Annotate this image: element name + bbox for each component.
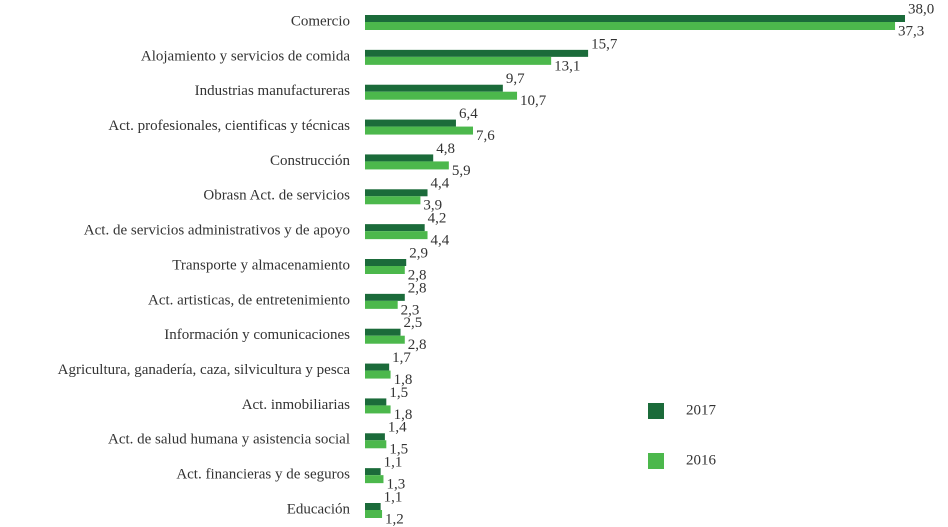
value-label: 2,8 xyxy=(408,267,427,283)
bar xyxy=(365,440,387,449)
bar xyxy=(365,328,401,336)
bar xyxy=(365,22,896,30)
legend-swatch xyxy=(648,453,664,469)
bar xyxy=(365,503,381,510)
value-label: 2,5 xyxy=(404,315,423,331)
category-label: Act. de salud humana y asistencia social xyxy=(108,432,350,448)
category-label: Comercio xyxy=(291,13,350,29)
value-label: 4,8 xyxy=(436,141,455,157)
bar xyxy=(365,119,456,127)
value-label: 15,7 xyxy=(591,36,618,52)
value-label: 5,9 xyxy=(452,163,471,179)
category-label: Obrasn Act. de servicios xyxy=(203,188,350,204)
legend-swatch xyxy=(648,403,664,419)
value-label: 6,4 xyxy=(459,106,478,122)
value-label: 10,7 xyxy=(520,93,547,109)
value-label: 38,0 xyxy=(908,1,934,17)
value-label: 1,3 xyxy=(386,477,405,493)
value-label: 1,2 xyxy=(385,511,404,527)
bar xyxy=(365,49,589,57)
value-label: 4,4 xyxy=(431,176,450,192)
bar xyxy=(365,56,552,65)
bar xyxy=(365,510,383,518)
value-label: 37,3 xyxy=(898,23,924,39)
bar xyxy=(365,266,405,274)
value-label: 4,2 xyxy=(428,211,447,227)
bar xyxy=(365,475,384,484)
category-label: Act. de servicios administrativos y de a… xyxy=(84,223,350,239)
value-label: 1,5 xyxy=(389,442,408,458)
bar xyxy=(365,468,381,476)
bar xyxy=(365,335,405,344)
bar xyxy=(365,91,518,100)
value-label: 2,9 xyxy=(409,245,428,261)
category-label: Agricultura, ganadería, caza, silvicultu… xyxy=(58,362,351,378)
value-label: 1,1 xyxy=(384,489,403,505)
value-label: 1,8 xyxy=(394,407,413,423)
value-label: 1,8 xyxy=(394,372,413,388)
value-label: 2,8 xyxy=(408,337,427,353)
bar xyxy=(365,363,390,371)
category-label: Act. artisticas, de entretenimiento xyxy=(148,292,350,308)
bar xyxy=(365,433,385,441)
value-label: 1,5 xyxy=(389,385,408,401)
category-label: Alojamiento y servicios de comida xyxy=(141,48,350,64)
category-label: Act. inmobiliarias xyxy=(242,397,350,413)
category-label: Construcción xyxy=(270,153,350,169)
bar xyxy=(365,126,473,135)
bar xyxy=(365,293,405,301)
bar xyxy=(365,189,428,197)
bar xyxy=(365,231,428,240)
category-label: Act. financieras y de seguros xyxy=(176,467,350,483)
legend-label: 2017 xyxy=(686,402,717,418)
value-label: 13,1 xyxy=(554,58,580,74)
bar xyxy=(365,405,391,414)
bar xyxy=(365,161,449,170)
bar xyxy=(365,15,905,22)
value-label: 1,7 xyxy=(392,350,411,366)
legend-label: 2016 xyxy=(686,452,717,468)
category-label: Industrias manufactureras xyxy=(195,83,351,99)
value-label: 2,8 xyxy=(408,280,427,296)
value-label: 3,9 xyxy=(423,198,442,214)
category-label: Transporte y almacenamiento xyxy=(172,257,350,273)
bar xyxy=(365,84,503,92)
bar xyxy=(365,398,387,406)
value-label: 7,6 xyxy=(476,128,495,144)
category-label: Educación xyxy=(287,501,351,517)
value-label: 4,4 xyxy=(431,233,450,249)
value-label: 1,4 xyxy=(388,420,407,436)
category-label: Act. profesionales, cientificas y técnic… xyxy=(108,118,350,134)
value-label: 9,7 xyxy=(506,71,525,87)
bar xyxy=(365,259,407,266)
bar xyxy=(365,224,425,232)
bar xyxy=(365,154,434,162)
bar xyxy=(365,300,398,309)
bar xyxy=(365,196,421,205)
category-label: Información y comunicaciones xyxy=(164,327,350,343)
value-label: 2,3 xyxy=(401,302,420,318)
value-label: 1,1 xyxy=(384,455,403,471)
bar xyxy=(365,370,391,379)
